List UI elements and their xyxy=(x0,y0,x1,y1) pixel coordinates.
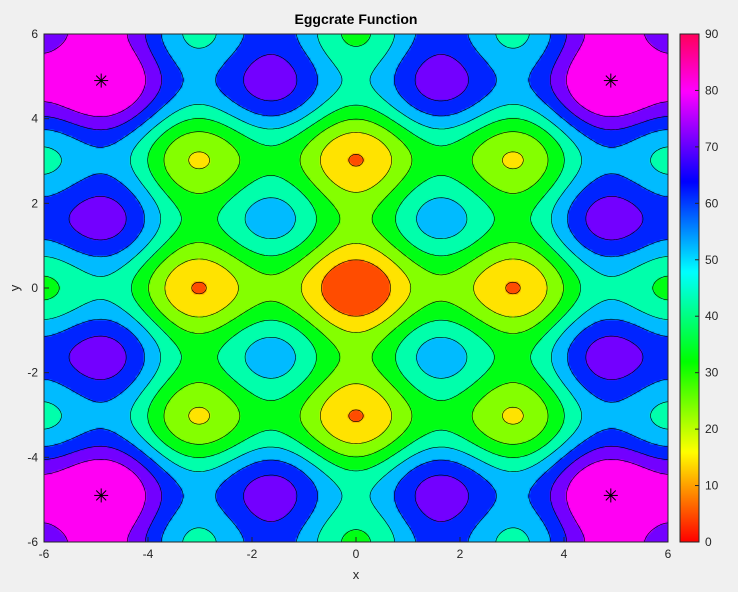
marker-2 xyxy=(94,488,109,503)
x-tick-label: 4 xyxy=(561,547,568,561)
x-tick-label: 6 xyxy=(665,547,672,561)
colorbar-tick-label: 40 xyxy=(705,309,719,323)
chart-title: Eggcrate Function xyxy=(295,11,418,27)
colorbar-tick-label: 10 xyxy=(705,479,719,493)
contour-line-80 xyxy=(44,34,668,542)
colorbar-ticks: 0 10 20 30 40 50 60 70 80 90 xyxy=(695,27,719,549)
x-tick-label: -4 xyxy=(143,547,154,561)
contour-line-40 xyxy=(44,34,668,542)
contour-line-60 xyxy=(44,34,668,542)
contour-line-20 xyxy=(164,132,548,444)
y-tick-label: 0 xyxy=(31,281,38,295)
contour-lines xyxy=(44,34,668,542)
contour-fill xyxy=(44,34,668,542)
contour-line-30 xyxy=(148,118,564,458)
y-axis: -6 -4 -2 0 2 4 6 xyxy=(27,27,49,549)
colorbar-gradient xyxy=(680,34,699,542)
colorbar-frame xyxy=(679,33,700,543)
colorbar-tick-label: 60 xyxy=(705,196,719,210)
y-axis-label: y xyxy=(7,284,22,291)
y-tick-label: -4 xyxy=(27,450,38,464)
contour-line-10 xyxy=(191,154,521,422)
colorbar-tick-label: 70 xyxy=(705,140,719,154)
x-tick-label: 2 xyxy=(457,547,464,561)
colorbar-tick-label: 20 xyxy=(705,422,719,436)
x-axis: -6 -4 -2 0 2 4 6 xyxy=(39,537,672,561)
contour-plot xyxy=(43,33,669,543)
colorbar: 0 10 20 30 40 50 60 70 80 90 xyxy=(679,27,719,549)
y-tick-label: 6 xyxy=(31,27,38,41)
contour-line-70 xyxy=(44,34,668,542)
colorbar-tick-label: 0 xyxy=(705,535,712,549)
y-tick-label: -2 xyxy=(27,366,38,380)
y-tick-label: -6 xyxy=(27,535,38,549)
markers xyxy=(94,73,618,503)
colorbar-tick-label: 30 xyxy=(705,366,719,380)
marker-3 xyxy=(603,488,618,503)
y-tick-label: 4 xyxy=(31,112,38,126)
contour-line-50 xyxy=(44,34,668,542)
colorbar-tick-label: 90 xyxy=(705,27,719,41)
marker-0 xyxy=(94,73,109,88)
colorbar-tick-label: 80 xyxy=(705,83,719,97)
marker-1 xyxy=(603,73,618,88)
x-tick-label: 0 xyxy=(353,547,360,561)
colorbar-tick-label: 50 xyxy=(705,253,719,267)
y-tick-label: 2 xyxy=(31,196,38,210)
x-tick-label: -2 xyxy=(247,547,258,561)
x-axis-label: x xyxy=(353,567,360,582)
x-tick-label: -6 xyxy=(39,547,50,561)
